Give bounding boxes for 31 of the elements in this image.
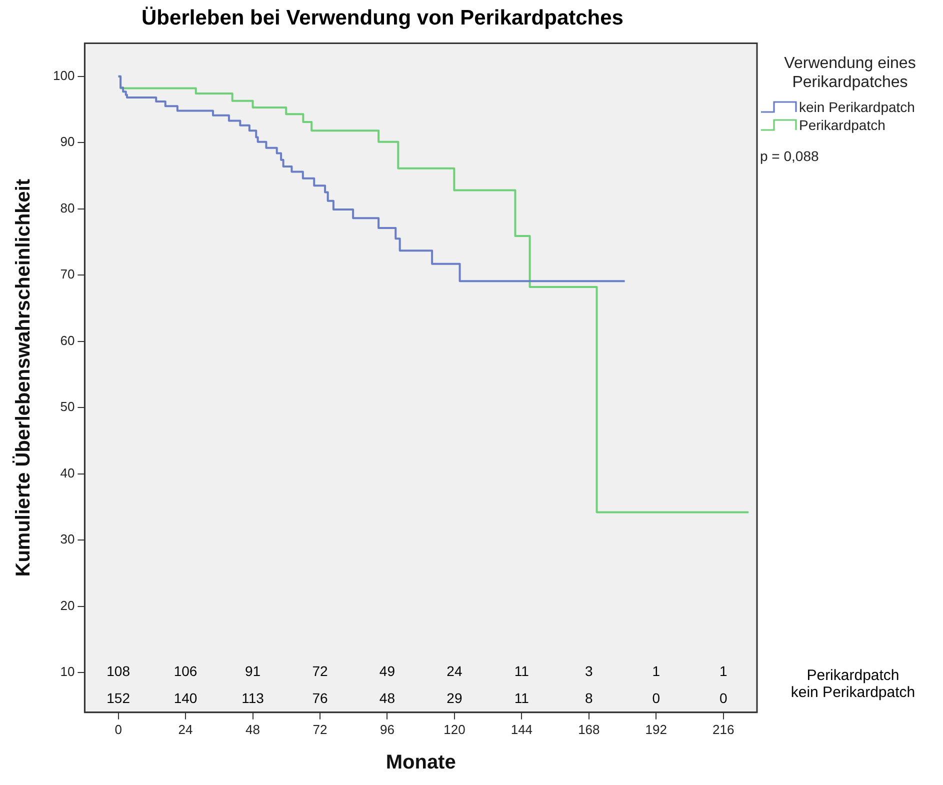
text: 108 106 91 72 49 24 11 3 1 1 bbox=[106, 663, 728, 680]
x-tick-label: 48 bbox=[246, 722, 260, 737]
legend-label: kein Perikardpatch bbox=[799, 99, 915, 115]
text: p = 0,088 bbox=[760, 148, 820, 164]
y-tick-label: 50 bbox=[60, 399, 75, 414]
y-axis-title: Kumulierte Überlebenswahrscheinlichkeit bbox=[12, 178, 35, 577]
y-tick-label: 10 bbox=[60, 664, 75, 680]
y-tick-label: 100 bbox=[52, 68, 75, 83]
x-tick-label: 0 bbox=[114, 722, 122, 737]
legend-title: Verwendung eines Perikardpatches bbox=[783, 54, 917, 92]
y-tick-label: 60 bbox=[60, 332, 75, 348]
text: kein Perikardpatch bbox=[790, 684, 916, 702]
text: 152 140 113 76 48 29 11 8 0 0 bbox=[106, 690, 728, 706]
legend-label: Perikardpatch bbox=[799, 117, 886, 133]
x-tick-label: 72 bbox=[312, 722, 328, 737]
x-tick-label: 96 bbox=[380, 722, 394, 737]
x-axis-title: Monate bbox=[386, 752, 456, 774]
x-tick-label: 216 bbox=[712, 722, 734, 737]
y-tick-label: 70 bbox=[60, 266, 75, 282]
x-tick-label: 144 bbox=[510, 722, 533, 737]
chart-title: Überleben bei Verwendung von Perikardpatches bbox=[142, 6, 624, 30]
x-tick-label: 24 bbox=[178, 722, 193, 737]
y-tick-label: 90 bbox=[60, 134, 75, 150]
y-tick-label: 20 bbox=[60, 598, 75, 613]
x-tick-label: 168 bbox=[578, 722, 600, 737]
x-tick-label: 192 bbox=[645, 722, 668, 737]
y-tick-label: 40 bbox=[60, 465, 75, 480]
y-tick-label: 80 bbox=[60, 200, 75, 216]
y-tick-label: 30 bbox=[60, 532, 75, 547]
text: Perikardpatch bbox=[806, 667, 900, 684]
x-tick-label: 120 bbox=[444, 722, 466, 737]
